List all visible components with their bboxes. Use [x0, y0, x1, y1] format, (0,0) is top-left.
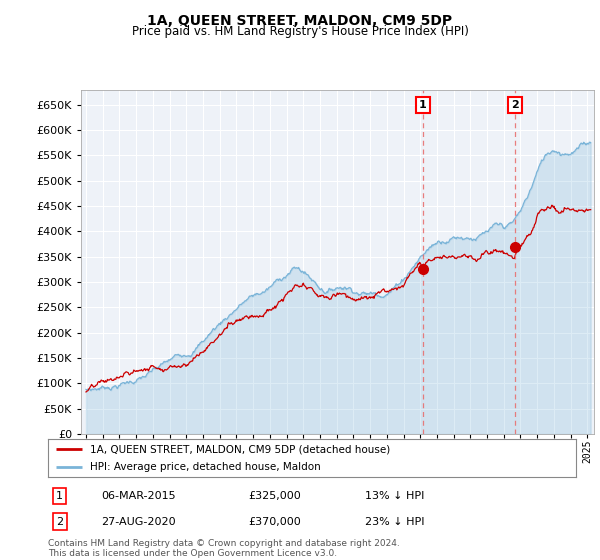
Text: 1: 1	[419, 100, 427, 110]
Text: 2: 2	[56, 517, 63, 527]
Text: Contains HM Land Registry data © Crown copyright and database right 2024.
This d: Contains HM Land Registry data © Crown c…	[48, 539, 400, 558]
Text: 27-AUG-2020: 27-AUG-2020	[101, 517, 175, 527]
Text: 06-MAR-2015: 06-MAR-2015	[101, 491, 175, 501]
Text: 2: 2	[511, 100, 518, 110]
Text: 1A, QUEEN STREET, MALDON, CM9 5DP: 1A, QUEEN STREET, MALDON, CM9 5DP	[148, 14, 452, 28]
Text: Price paid vs. HM Land Registry's House Price Index (HPI): Price paid vs. HM Land Registry's House …	[131, 25, 469, 39]
Text: 1A, QUEEN STREET, MALDON, CM9 5DP (detached house): 1A, QUEEN STREET, MALDON, CM9 5DP (detac…	[90, 444, 391, 454]
Text: HPI: Average price, detached house, Maldon: HPI: Average price, detached house, Mald…	[90, 462, 321, 472]
Text: £325,000: £325,000	[248, 491, 301, 501]
Text: 13% ↓ HPI: 13% ↓ HPI	[365, 491, 424, 501]
Text: 23% ↓ HPI: 23% ↓ HPI	[365, 517, 424, 527]
Text: 1: 1	[56, 491, 63, 501]
Text: £370,000: £370,000	[248, 517, 301, 527]
